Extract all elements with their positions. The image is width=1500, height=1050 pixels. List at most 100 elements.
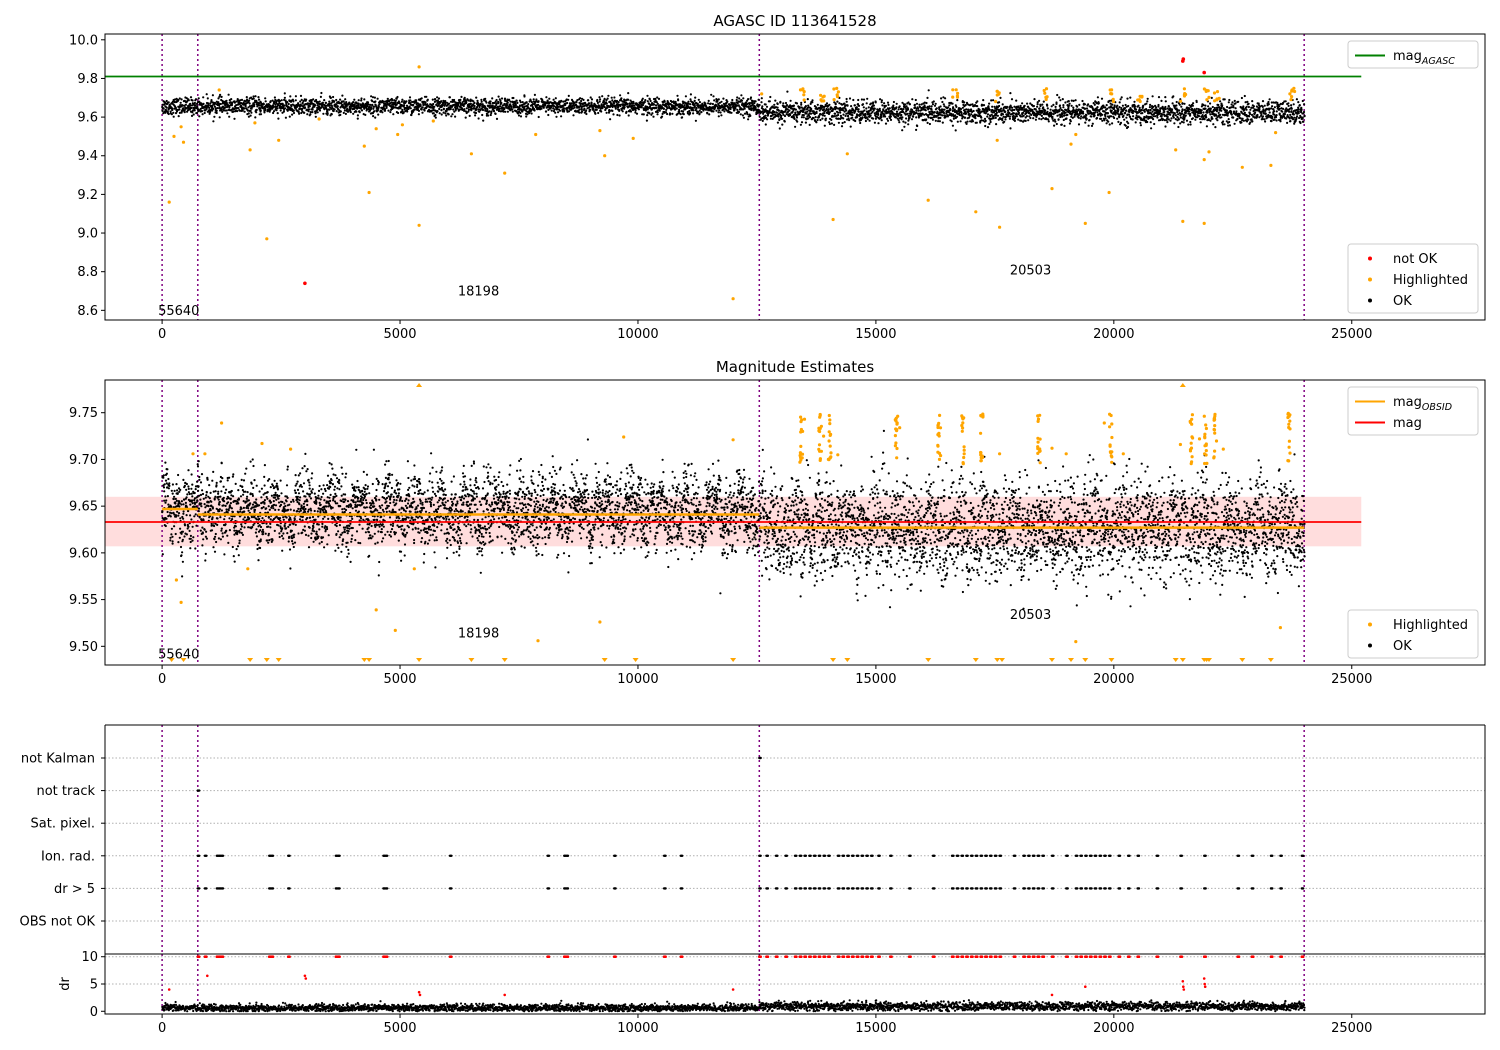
agasc-ok-point [211, 94, 214, 97]
agasc-ok-point [746, 113, 749, 116]
agasc-ok-point [1181, 108, 1184, 112]
agasc-ok-point [386, 97, 389, 100]
agasc-ok-point [421, 106, 424, 109]
agasc-ok-point [580, 99, 583, 103]
agasc-ok-point [1251, 120, 1254, 123]
agasc-ok-point [567, 94, 570, 97]
agasc-ok-point [804, 105, 808, 108]
agasc-ok-point [335, 103, 338, 106]
agasc-ok-point [1113, 104, 1116, 107]
agasc-ok-point [1085, 117, 1088, 120]
agasc-ok-point [618, 109, 621, 112]
agasc-ok-point [525, 101, 528, 104]
agasc-ok-point [823, 114, 826, 117]
agasc-ok-point [715, 109, 718, 112]
agasc-ok-point [305, 98, 308, 101]
agasc-ok-point [247, 112, 250, 115]
agasc-ok-point [881, 104, 884, 107]
agasc-ok-point [1211, 105, 1214, 109]
agasc-ok-point [676, 94, 679, 97]
agasc-ok-point [1264, 112, 1267, 115]
agasc-ok-point [949, 108, 952, 111]
agasc-ok-point [178, 97, 181, 100]
agasc-ok-point [480, 100, 483, 103]
agasc-ok-point [1167, 105, 1170, 108]
agasc-ok-point [1151, 110, 1154, 113]
agasc-ok-point [757, 98, 760, 101]
agasc-ok-point [584, 102, 587, 105]
agasc-ok-point [321, 101, 324, 104]
agasc-ok-point [811, 101, 814, 104]
agasc-ok-point [1209, 119, 1212, 122]
agasc-ok-point [485, 101, 488, 104]
agasc-ok-point [488, 110, 491, 113]
agasc-ok-point [227, 93, 230, 96]
agasc-ok-point [806, 98, 809, 101]
agasc-ok-point [252, 97, 255, 100]
agasc-ok-point [1164, 96, 1167, 99]
agasc-ok-point [1178, 109, 1181, 112]
agasc-ok-point [818, 115, 821, 118]
agasc-ok-point [1173, 122, 1176, 125]
agasc-ok-point [585, 112, 588, 116]
agasc-ok-point [178, 108, 181, 111]
agasc-ok-point [478, 110, 481, 113]
agasc-ok-point [209, 102, 212, 105]
agasc-ok-point [983, 117, 987, 120]
agasc-ok-point [833, 115, 837, 118]
agasc-ok-point [1054, 105, 1057, 108]
agasc-ok-point [1096, 96, 1099, 99]
agasc-ok-point [1149, 103, 1152, 106]
agasc-ok-point [341, 103, 344, 107]
agasc-ok-point [834, 102, 837, 105]
agasc-ok-point [162, 107, 165, 110]
agasc-ok-point [447, 113, 450, 116]
agasc-ok-point [1093, 111, 1097, 114]
agasc-ok-point [1007, 109, 1010, 112]
agasc-ok-point [923, 106, 927, 109]
agasc-ok-point [972, 109, 975, 113]
agasc-ok-point [1103, 119, 1106, 122]
agasc-ok-point [252, 95, 255, 98]
agasc-ok-point [1011, 106, 1014, 109]
agasc-ok-point [646, 114, 649, 117]
agasc-ok-point [360, 99, 363, 102]
agasc-ok-point [816, 103, 819, 106]
agasc-ok-point [170, 113, 173, 116]
agasc-ok-point [1180, 105, 1183, 108]
agasc-ok-point [1220, 116, 1223, 119]
agasc-ok-point [1133, 100, 1136, 103]
agasc-ok-point [764, 114, 767, 117]
agasc-ok-point [1131, 118, 1134, 121]
agasc-ok-point [288, 115, 291, 118]
agasc-ok-point [495, 98, 498, 102]
agasc-ok-point [855, 116, 859, 119]
agasc-ok-point [959, 120, 962, 123]
agasc-ok-point [482, 119, 485, 122]
agasc-ok-point [213, 101, 217, 105]
agasc-ok-point [219, 102, 222, 106]
agasc-ok-point [823, 124, 826, 127]
agasc-ok-point [1067, 107, 1070, 110]
agasc-ok-point [742, 97, 745, 100]
agasc-ok-point [273, 101, 276, 104]
agasc-ok-point [497, 102, 500, 105]
agasc-ok-point [1125, 109, 1128, 112]
agasc-ok-point [832, 108, 835, 111]
agasc-ok-point [802, 110, 805, 113]
agasc-ok-point [173, 101, 176, 104]
agasc-ok-point [322, 112, 325, 115]
agasc-ok-point [976, 100, 979, 103]
agasc-ok-point [727, 107, 730, 110]
agasc-ok-point [845, 109, 848, 112]
agasc-ok-point [1101, 113, 1104, 116]
agasc-ok-point [914, 98, 917, 102]
agasc-ok-point [1068, 102, 1071, 105]
agasc-ok-point [1177, 118, 1180, 121]
agasc-ok-point [534, 101, 537, 104]
agasc-ok-point [866, 118, 869, 121]
agasc-ok-point [580, 108, 583, 111]
agasc-ok-point [837, 121, 841, 124]
agasc-ok-point [610, 96, 613, 99]
agasc-ok-point [788, 113, 792, 116]
